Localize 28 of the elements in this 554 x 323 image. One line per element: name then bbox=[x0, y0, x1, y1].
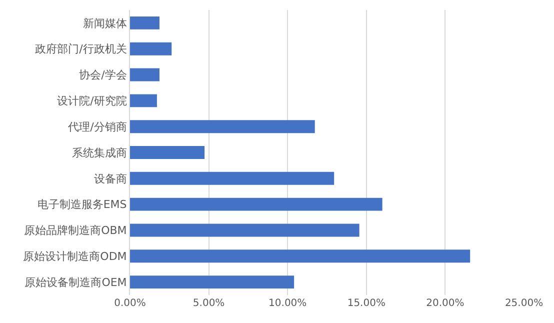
y-tick-label: 原始品牌制造商OBM bbox=[24, 224, 127, 238]
bar bbox=[130, 172, 334, 185]
y-tick-label: 电子制造服务EMS bbox=[37, 198, 127, 212]
x-tick-label: 20.00% bbox=[426, 298, 464, 309]
y-tick-label: 原始设计制造商ODM bbox=[23, 250, 127, 263]
bar bbox=[130, 250, 470, 263]
y-tick-label: 系统集成商 bbox=[72, 146, 127, 160]
y-tick-label: 协会/学会 bbox=[79, 68, 127, 82]
y-tick-label: 设备商 bbox=[94, 172, 127, 186]
bar bbox=[130, 68, 160, 82]
bar bbox=[130, 198, 382, 211]
bar bbox=[130, 120, 315, 134]
bar bbox=[130, 42, 172, 56]
x-tick-label: 5.00% bbox=[192, 298, 225, 309]
y-tick-label: 新闻媒体 bbox=[82, 16, 127, 30]
bar bbox=[130, 224, 360, 237]
x-tick-label: 0.00% bbox=[114, 298, 146, 309]
x-tick-label: 10.00% bbox=[268, 298, 307, 309]
y-tick-label: 政府部门/行政机关 bbox=[35, 42, 127, 56]
y-tick-label: 设计院/研究院 bbox=[57, 94, 127, 108]
bar bbox=[130, 276, 294, 289]
y-tick-label: 原始设备制造商OEM bbox=[24, 276, 127, 289]
bar bbox=[130, 94, 157, 108]
bar bbox=[130, 16, 160, 30]
bar bbox=[130, 146, 205, 159]
x-tick-label: 25.00% bbox=[504, 298, 544, 309]
x-tick-label: 15.00% bbox=[347, 298, 386, 309]
y-tick-label: 代理/分销商 bbox=[67, 120, 127, 134]
